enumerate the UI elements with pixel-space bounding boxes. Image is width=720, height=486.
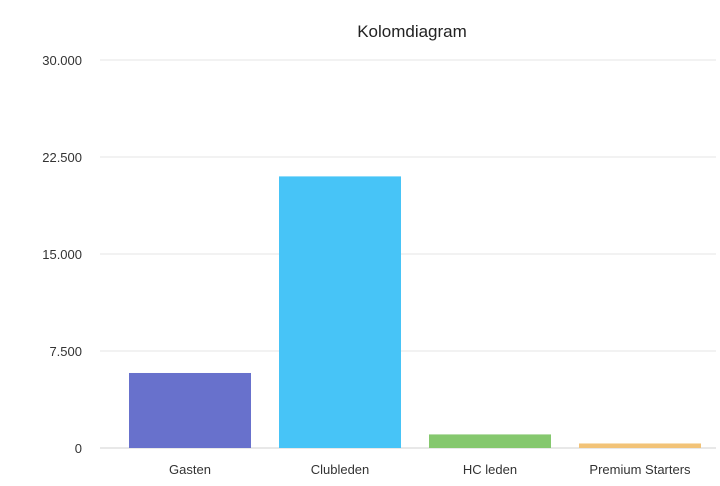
bar-clubleden (279, 176, 401, 448)
x-category-label: Clubleden (311, 462, 370, 477)
y-tick-label: 7.500 (49, 344, 82, 359)
y-axis-ticks: 0 7.500 15.000 22.500 30.000 (42, 53, 82, 456)
y-tick-label: 15.000 (42, 247, 82, 262)
bar-premium-starters (579, 443, 701, 448)
bar-hc-leden (429, 434, 551, 448)
y-tick-label: 0 (75, 441, 82, 456)
x-category-label: HC leden (463, 462, 517, 477)
chart-title: Kolomdiagram (357, 22, 467, 41)
y-tick-label: 22.500 (42, 150, 82, 165)
bars (129, 176, 701, 448)
x-category-label: Gasten (169, 462, 211, 477)
x-axis-categories: Gasten Clubleden HC leden Premium Starters (169, 462, 691, 477)
x-category-label: Premium Starters (589, 462, 691, 477)
y-tick-label: 30.000 (42, 53, 82, 68)
bar-gasten (129, 372, 251, 448)
